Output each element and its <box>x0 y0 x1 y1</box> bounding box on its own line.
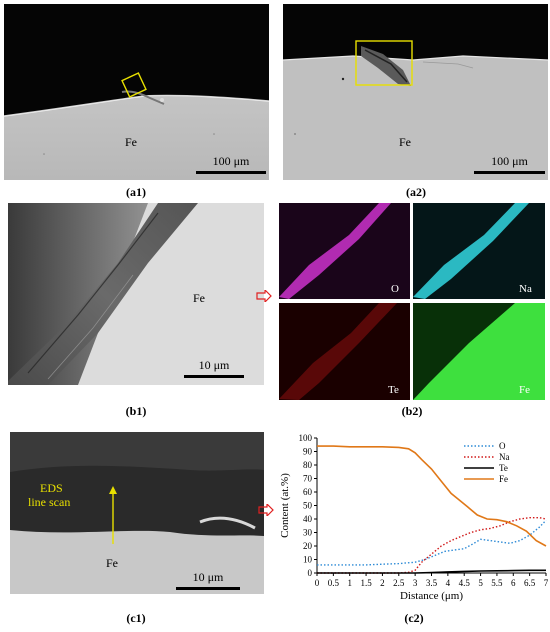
y-tick-label: 90 <box>303 447 313 457</box>
x-tick-label: 0.5 <box>328 578 340 588</box>
scale-text-c1: 10 μm <box>192 570 224 584</box>
fe-label-a2: Fe <box>399 135 411 149</box>
y-tick-label: 0 <box>308 568 313 578</box>
highlight-box <box>121 72 147 98</box>
x-tick-label: 4.5 <box>459 578 471 588</box>
x-tick-label: 1 <box>347 578 352 588</box>
panel-b2: O Na Te Fe <box>279 203 545 400</box>
x-axis-label: Distance (μm) <box>400 590 463 602</box>
line-chart-c2: 0 10 20 30 40 50 60 70 80 90 100 0 0.5 1 1.5 2 2.5 3 3.5 4 4… <box>279 433 548 602</box>
y-tick-label: 100 <box>299 433 313 443</box>
panel-a2: Fe 100 μm <box>283 4 548 180</box>
series-line-na <box>317 517 547 574</box>
up-arrow-icon <box>109 486 117 494</box>
highlight-box <box>355 40 413 86</box>
right-arrow-icon <box>256 290 272 302</box>
series-line-te <box>317 569 546 574</box>
y-tick-label: 70 <box>303 474 313 484</box>
scale-text-a2: 100 μm <box>491 154 528 168</box>
x-tick-label: 6.5 <box>524 578 536 588</box>
x-tick-label: 6 <box>511 578 516 588</box>
scale-text-b1: 10 μm <box>198 358 230 372</box>
y-tick-label: 40 <box>303 514 313 524</box>
fe-label-c1: Fe <box>106 556 118 570</box>
y-tick-label: 30 <box>303 528 313 538</box>
legend-label-na: Na <box>499 452 510 462</box>
x-tick-label: 3 <box>413 578 418 588</box>
x-tick-label: 7 <box>544 578 548 588</box>
y-tick-label: 10 <box>303 555 313 565</box>
panel-c1: EDS line scan Fe 10 μm <box>10 432 264 594</box>
x-tick-label: 0 <box>315 578 320 588</box>
eds-maps <box>279 203 545 400</box>
fe-label-a1: Fe <box>125 135 137 149</box>
scale-bar-a1 <box>196 171 266 174</box>
x-tick-label: 5.5 <box>491 578 503 588</box>
panel-b1: Fe 10 μm <box>8 203 264 385</box>
scale-bar-b1 <box>184 375 244 378</box>
map-te <box>279 303 410 400</box>
label-a2: (a2) <box>406 185 426 199</box>
sem-image-a1 <box>4 4 269 180</box>
scale-bar-c1 <box>176 587 240 590</box>
x-tick-label: 3.5 <box>426 578 438 588</box>
x-tick-label: 2 <box>380 578 385 588</box>
legend-label-o: O <box>499 441 506 451</box>
label-a1: (a1) <box>126 185 146 199</box>
series-line-o <box>317 519 547 566</box>
label-c2: (c2) <box>404 611 424 625</box>
sem-image-a2 <box>283 4 548 180</box>
map-label-fe: Fe <box>519 384 530 396</box>
scale-bar-a2 <box>474 171 545 174</box>
y-axis-label: Content (at.%) <box>279 473 291 538</box>
map-label-na: Na <box>519 283 532 295</box>
panel-a1: Fe 100 μm <box>4 4 269 180</box>
x-tick-label: 2.5 <box>393 578 405 588</box>
legend-label-te: Te <box>499 463 508 473</box>
y-tick-label: 20 <box>303 541 313 551</box>
eds-label-line1: EDS <box>40 481 63 495</box>
x-tick-label: 5 <box>478 578 483 588</box>
sem-image-c1 <box>10 432 264 594</box>
map-label-te: Te <box>388 384 399 396</box>
scale-text-a1: 100 μm <box>212 154 250 168</box>
right-arrow-icon <box>258 504 274 516</box>
label-b1: (b1) <box>125 404 147 418</box>
x-tick-label: 4 <box>446 578 451 588</box>
eds-label-line2: line scan <box>28 495 71 509</box>
x-tick-label: 1.5 <box>360 578 372 588</box>
series-line-fe <box>317 445 547 547</box>
fe-label-b1: Fe <box>193 291 205 305</box>
map-label-o: O <box>391 283 399 295</box>
label-b2: (b2) <box>401 404 423 418</box>
y-tick-label: 80 <box>303 460 313 470</box>
y-tick-label: 60 <box>303 487 313 497</box>
sem-image-b1 <box>8 203 264 385</box>
label-c1: (c1) <box>126 611 146 625</box>
y-tick-label: 50 <box>303 501 313 511</box>
legend-label-fe: Fe <box>499 474 508 484</box>
